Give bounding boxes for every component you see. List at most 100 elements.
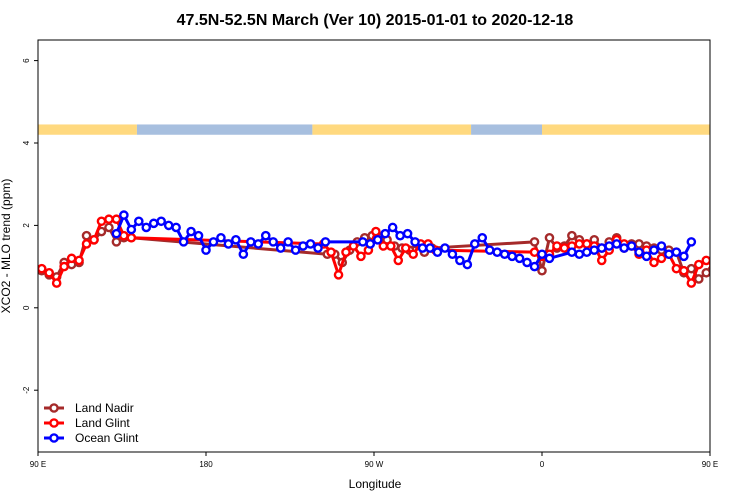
legend-label: Land Nadir <box>75 401 134 415</box>
data-point <box>44 267 55 278</box>
data-point <box>231 235 241 245</box>
data-point <box>671 263 682 274</box>
band-segment-land <box>542 124 710 135</box>
data-point <box>305 239 316 249</box>
band-segment-land <box>38 124 137 135</box>
x-axis-label: Longitude <box>349 477 402 491</box>
data-point <box>96 216 107 227</box>
data-point <box>372 235 383 245</box>
land-ocean-band <box>38 124 710 135</box>
data-point <box>126 232 137 243</box>
data-point <box>529 247 540 257</box>
data-point <box>656 253 667 264</box>
data-point <box>567 247 577 257</box>
data-point <box>313 243 323 253</box>
data-point <box>686 278 697 288</box>
data-point <box>393 255 404 266</box>
data-point <box>544 232 555 243</box>
data-point <box>126 224 137 235</box>
data-point <box>619 243 629 253</box>
data-point <box>694 274 704 284</box>
data-point <box>559 243 570 253</box>
data-point <box>733 236 740 243</box>
data-point <box>582 239 592 249</box>
data-point <box>634 239 644 249</box>
data-point <box>679 251 689 262</box>
data-point <box>574 249 585 260</box>
data-point <box>81 239 92 249</box>
data-point <box>81 230 92 241</box>
legend-item: Ocean Glint <box>44 431 139 445</box>
data-point <box>171 222 181 233</box>
data-point <box>425 243 435 253</box>
data-point <box>679 265 689 276</box>
data-point <box>492 247 503 257</box>
data-point <box>656 241 667 251</box>
y-tick-label: 2 <box>22 223 31 228</box>
data-point <box>611 239 622 249</box>
y-axis-label: XCO2 - MLO trend (ppm) <box>0 179 13 314</box>
data-point <box>385 241 396 251</box>
data-point <box>156 216 166 227</box>
data-point <box>193 230 204 241</box>
data-point <box>477 232 488 243</box>
y-tick-label: -2 <box>22 386 31 394</box>
x-tick-label: 90 E <box>30 460 46 469</box>
data-point <box>694 259 704 270</box>
data-point <box>718 261 725 268</box>
data-point <box>552 241 562 251</box>
data-point <box>740 216 747 223</box>
data-point <box>38 263 47 274</box>
data-point <box>119 230 129 241</box>
data-point <box>641 251 652 262</box>
data-point <box>462 259 473 270</box>
data-point <box>469 239 480 249</box>
legend-item: Land Glint <box>44 416 130 430</box>
data-point <box>326 247 336 257</box>
data-point <box>260 230 271 241</box>
x-axis: 90 E 180 90 W 0 90 E <box>30 452 718 469</box>
data-point <box>74 255 84 266</box>
x-tick-label: 180 <box>199 460 213 469</box>
data-point <box>725 236 732 243</box>
data-point <box>111 228 122 239</box>
legend-swatch-marker <box>49 418 59 428</box>
data-point <box>141 222 152 233</box>
data-point <box>529 237 540 247</box>
data-point <box>380 228 391 239</box>
data-point <box>178 237 189 247</box>
data-point <box>408 249 419 260</box>
data-point <box>649 245 659 255</box>
data-point <box>253 239 264 249</box>
data-point <box>104 214 114 225</box>
data-point <box>357 237 368 247</box>
data-point <box>275 243 286 253</box>
data-point <box>348 241 359 251</box>
data-point <box>701 255 710 266</box>
data-point <box>283 237 293 247</box>
legend-item: Land Nadir <box>44 401 134 415</box>
data-point <box>537 249 547 260</box>
band-segment-land <box>312 124 472 135</box>
data-point <box>201 245 211 255</box>
y-tick-label: 0 <box>22 305 31 310</box>
data-point <box>574 239 585 249</box>
data-point <box>51 278 62 288</box>
data-point <box>708 263 710 270</box>
data-point <box>410 237 420 247</box>
data-point <box>119 210 129 220</box>
data-point <box>365 239 376 249</box>
data-point <box>507 251 517 262</box>
chart-title: 47.5N-52.5N March (Ver 10) 2015-01-01 to… <box>177 12 574 29</box>
data-point <box>522 257 532 268</box>
data-point <box>589 245 600 255</box>
data-point <box>298 241 308 251</box>
data-point <box>245 237 256 247</box>
data-point <box>104 222 114 233</box>
data-point <box>59 261 69 272</box>
data-point <box>208 237 219 247</box>
data-point <box>341 247 351 257</box>
x-tick-label: 0 <box>540 460 545 469</box>
band-segment-ocean <box>136 124 313 135</box>
